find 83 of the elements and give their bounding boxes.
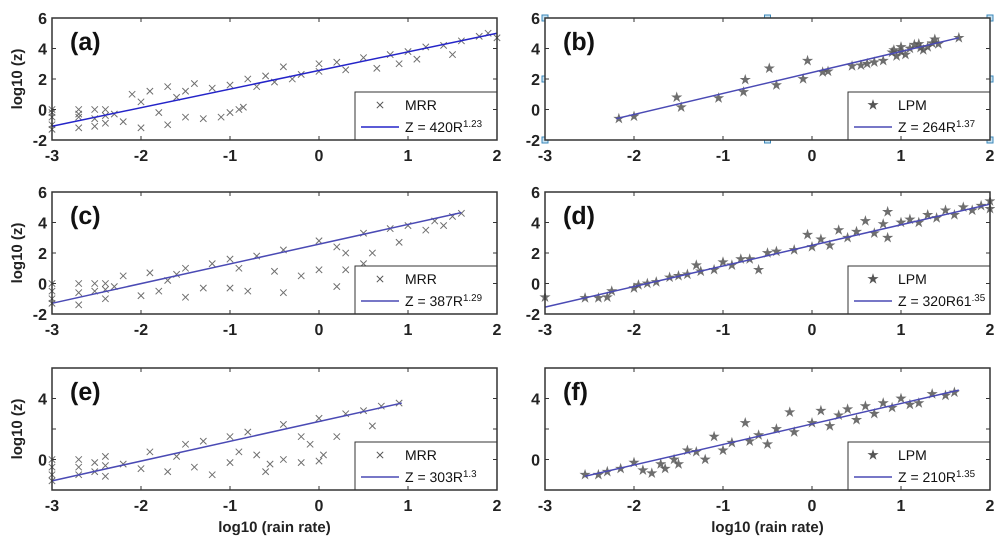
legend-label: MRR — [405, 271, 437, 287]
legend-label: MRR — [405, 97, 437, 113]
y-tick-label: 4 — [38, 42, 48, 58]
x-tick-label: -2 — [134, 498, 148, 515]
x-tick-label: -2 — [626, 498, 642, 515]
x-tick-label: -2 — [626, 322, 642, 339]
chart-title: (a) — [70, 28, 101, 56]
legend-label: Z = 320R61$^{.35}$ — [898, 292, 986, 309]
y-tick-label: 2 — [531, 246, 540, 263]
chart-title: (c) — [70, 202, 101, 230]
x-tick-label: 2 — [492, 322, 502, 339]
x-tick-label: 1 — [896, 148, 906, 165]
chart-title: (e) — [70, 378, 101, 406]
x-tick-label: 0 — [808, 498, 817, 515]
x-tick-label: 0 — [808, 322, 817, 339]
y-tick-label: -2 — [32, 133, 48, 150]
x-axis-title: log10 (rain rate) — [218, 519, 331, 536]
y-tick-label: 0 — [531, 276, 540, 294]
legend-label: Z = 420R$^{1.23}$ — [405, 118, 483, 135]
x-tick-label: -2 — [134, 322, 148, 339]
legend-label: Z = 264R$^{1.37}$ — [898, 118, 976, 135]
legend-label: MRR — [405, 447, 437, 463]
x-tick-label: -1 — [716, 322, 730, 339]
legend-label: LPM — [898, 447, 927, 463]
y-tick-label: 0 — [38, 452, 48, 470]
legend-label: LPM — [898, 97, 927, 113]
y-tick-label: 4 — [38, 392, 48, 408]
chart-title: (f) — [563, 378, 588, 406]
y-tick-label: 6 — [38, 185, 48, 202]
x-tick-label: 0 — [314, 498, 324, 515]
x-tick-label: -1 — [222, 148, 238, 165]
y-tick-label: 2 — [38, 72, 48, 89]
y-tick-label: -2 — [32, 307, 48, 324]
x-tick-label: -3 — [538, 498, 552, 515]
x-tick-label: 0 — [808, 148, 817, 165]
x-tick-label: -3 — [44, 322, 60, 339]
y-axis-title: log10 (z) — [9, 222, 26, 284]
x-tick-label: 1 — [404, 322, 413, 339]
y-tick-label: 2 — [531, 72, 540, 89]
legend-label: Z = 210R$^{1.35}$ — [898, 468, 976, 485]
x-tick-label: 1 — [404, 498, 413, 515]
y-tick-label: 0 — [531, 452, 540, 470]
x-tick-label: -3 — [44, 148, 60, 165]
legend-label: Z = 303R$^{1.3}$ — [405, 468, 478, 485]
x-tick-label: 1 — [896, 322, 906, 339]
x-tick-label: -3 — [538, 148, 552, 165]
legend-label: LPM — [898, 271, 927, 287]
chart-title: (b) — [563, 28, 595, 56]
x-tick-label: 2 — [986, 498, 995, 515]
y-tick-label: 0 — [38, 276, 48, 294]
y-tick-label: 2 — [38, 246, 48, 263]
y-tick-label: 4 — [531, 216, 540, 232]
x-tick-label: 2 — [492, 498, 502, 515]
x-tick-label: -1 — [716, 498, 730, 515]
legend-label: Z = 387R$^{1.29}$ — [405, 292, 482, 309]
y-axis-title: log10 (z) — [9, 398, 26, 460]
y-tick-label: 4 — [531, 42, 540, 58]
x-tick-label: -3 — [44, 498, 60, 515]
x-tick-label: 1 — [896, 498, 906, 515]
x-axis-title: log10 (rain rate) — [711, 519, 824, 536]
y-tick-label: 6 — [38, 11, 48, 28]
x-tick-label: 2 — [986, 322, 995, 339]
y-tick-label: 6 — [531, 185, 540, 202]
x-tick-label: -1 — [716, 148, 730, 165]
y-axis-title: log10 (z) — [9, 48, 26, 110]
y-tick-label: -2 — [526, 307, 540, 324]
x-tick-label: -1 — [222, 498, 238, 515]
y-tick-label: 4 — [38, 216, 48, 232]
y-tick-label: -2 — [526, 133, 540, 150]
x-tick-label: -1 — [222, 322, 238, 339]
y-tick-label: 4 — [531, 392, 540, 408]
x-tick-label: 0 — [314, 148, 324, 165]
y-tick-label: 0 — [38, 102, 48, 120]
x-tick-label: 1 — [404, 148, 413, 165]
y-tick-label: 6 — [531, 11, 540, 28]
x-tick-label: 2 — [986, 148, 995, 165]
x-tick-label: 0 — [314, 322, 324, 339]
x-tick-label: -2 — [626, 148, 642, 165]
x-tick-label: -3 — [538, 322, 552, 339]
x-tick-label: -2 — [134, 148, 148, 165]
x-tick-label: 2 — [492, 148, 502, 165]
chart-title: (d) — [563, 202, 595, 230]
y-tick-label: 0 — [531, 102, 540, 120]
